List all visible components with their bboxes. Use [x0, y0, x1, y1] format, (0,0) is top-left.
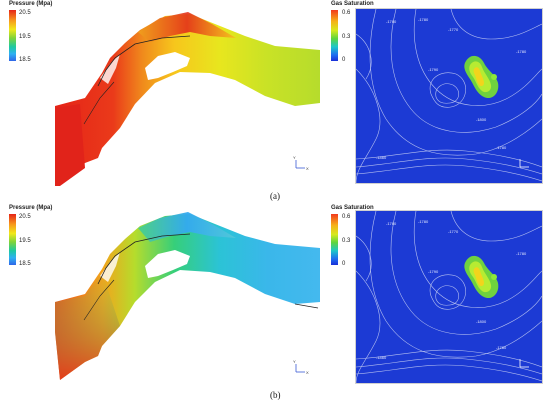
svg-text:X: X — [306, 166, 309, 171]
reservoir-hole-2 — [100, 252, 120, 282]
contour-label: -1800 — [476, 117, 487, 122]
pressure-legend-title: Pressure (Mpa) — [9, 1, 53, 7]
gas-tick-max: 0.6 — [342, 10, 351, 16]
contour-label: -1780 — [516, 49, 527, 54]
contour-map-svg: -1760 -1780 -1770 -1780 -1790 -1800 -186… — [356, 9, 542, 183]
fault-line-3 — [294, 303, 319, 309]
contour-label: -1800 — [476, 319, 487, 324]
contour-label: -1780 — [496, 145, 507, 150]
axis-triad: Y X — [293, 155, 309, 171]
gas-legend-title: Gas Saturation — [331, 1, 374, 7]
pressure-tick-max: 20.5 — [19, 10, 31, 16]
gas-legend-title: Gas Saturation — [331, 205, 374, 211]
caption-a: (a) — [270, 191, 280, 201]
contour-map-svg: -1760 -1780 -1770 -1780 -1790 -1800 -186… — [356, 211, 542, 383]
svg-text:X: X — [306, 370, 309, 375]
gas-hotspot — [464, 55, 499, 99]
pressure-legend-title: Pressure (Mpa) — [9, 205, 53, 211]
contour-label: -1780 — [516, 251, 527, 256]
reservoir-left-block — [55, 104, 85, 186]
reservoir-pressure-model: Y X — [55, 212, 320, 380]
pressure-tick-min: 18.5 — [19, 57, 31, 63]
caption-b: (b) — [270, 390, 281, 400]
map-axis-triad — [519, 159, 529, 168]
gas-tick-mid: 0.3 — [342, 34, 351, 40]
contour-label: -1860 — [376, 155, 387, 160]
map-axis-triad — [519, 359, 529, 368]
reservoir-body — [55, 14, 320, 183]
contour-label: -1770 — [448, 229, 459, 234]
contour-label: -1860 — [376, 355, 387, 360]
gas-tick-min: 0 — [342, 57, 346, 63]
gas-tick-max: 0.6 — [342, 214, 351, 220]
reservoir-top-fold — [138, 12, 236, 42]
fault-line-2 — [83, 81, 115, 125]
pressure-tick-min: 18.5 — [19, 261, 31, 267]
fault-line — [97, 35, 191, 87]
svg-text:Y: Y — [293, 155, 296, 160]
fault-line-2 — [83, 279, 115, 321]
pressure-colorbar — [9, 214, 16, 265]
contour-label: -1780 — [496, 345, 507, 350]
contour-label: -1760 — [386, 19, 397, 24]
fault-line — [97, 233, 191, 285]
reservoir-left-shade — [55, 272, 120, 380]
contour-label: -1780 — [418, 17, 429, 22]
reservoir-hole — [145, 250, 190, 278]
reservoir-body — [55, 214, 320, 380]
pressure-tick-mid: 19.5 — [19, 238, 31, 244]
reservoir-top-fold — [138, 212, 236, 242]
gas-saturation-map: -1760 -1780 -1770 -1780 -1790 -1800 -186… — [355, 8, 543, 184]
contour-label: -1760 — [386, 221, 397, 226]
contour-label: -1790 — [428, 67, 439, 72]
gas-saturation-map: -1760 -1780 -1770 -1780 -1790 -1800 -186… — [355, 210, 543, 384]
pressure-colorbar — [9, 10, 16, 61]
gas-colorbar — [331, 214, 338, 265]
gas-colorbar — [331, 10, 338, 61]
contour-label: -1780 — [418, 219, 429, 224]
axis-triad: Y X — [293, 359, 309, 375]
gas-tick-mid: 0.3 — [342, 238, 351, 244]
reservoir-pressure-model: Y X — [55, 12, 320, 186]
gas-hotspot — [464, 255, 499, 299]
reservoir-hole — [145, 52, 190, 80]
pressure-tick-max: 20.5 — [19, 214, 31, 220]
pressure-tick-mid: 19.5 — [19, 34, 31, 40]
contour-label: -1790 — [428, 269, 439, 274]
gas-tick-min: 0 — [342, 261, 346, 267]
svg-text:Y: Y — [293, 359, 296, 364]
reservoir-hole-2 — [100, 54, 120, 84]
contour-label: -1770 — [448, 27, 459, 32]
